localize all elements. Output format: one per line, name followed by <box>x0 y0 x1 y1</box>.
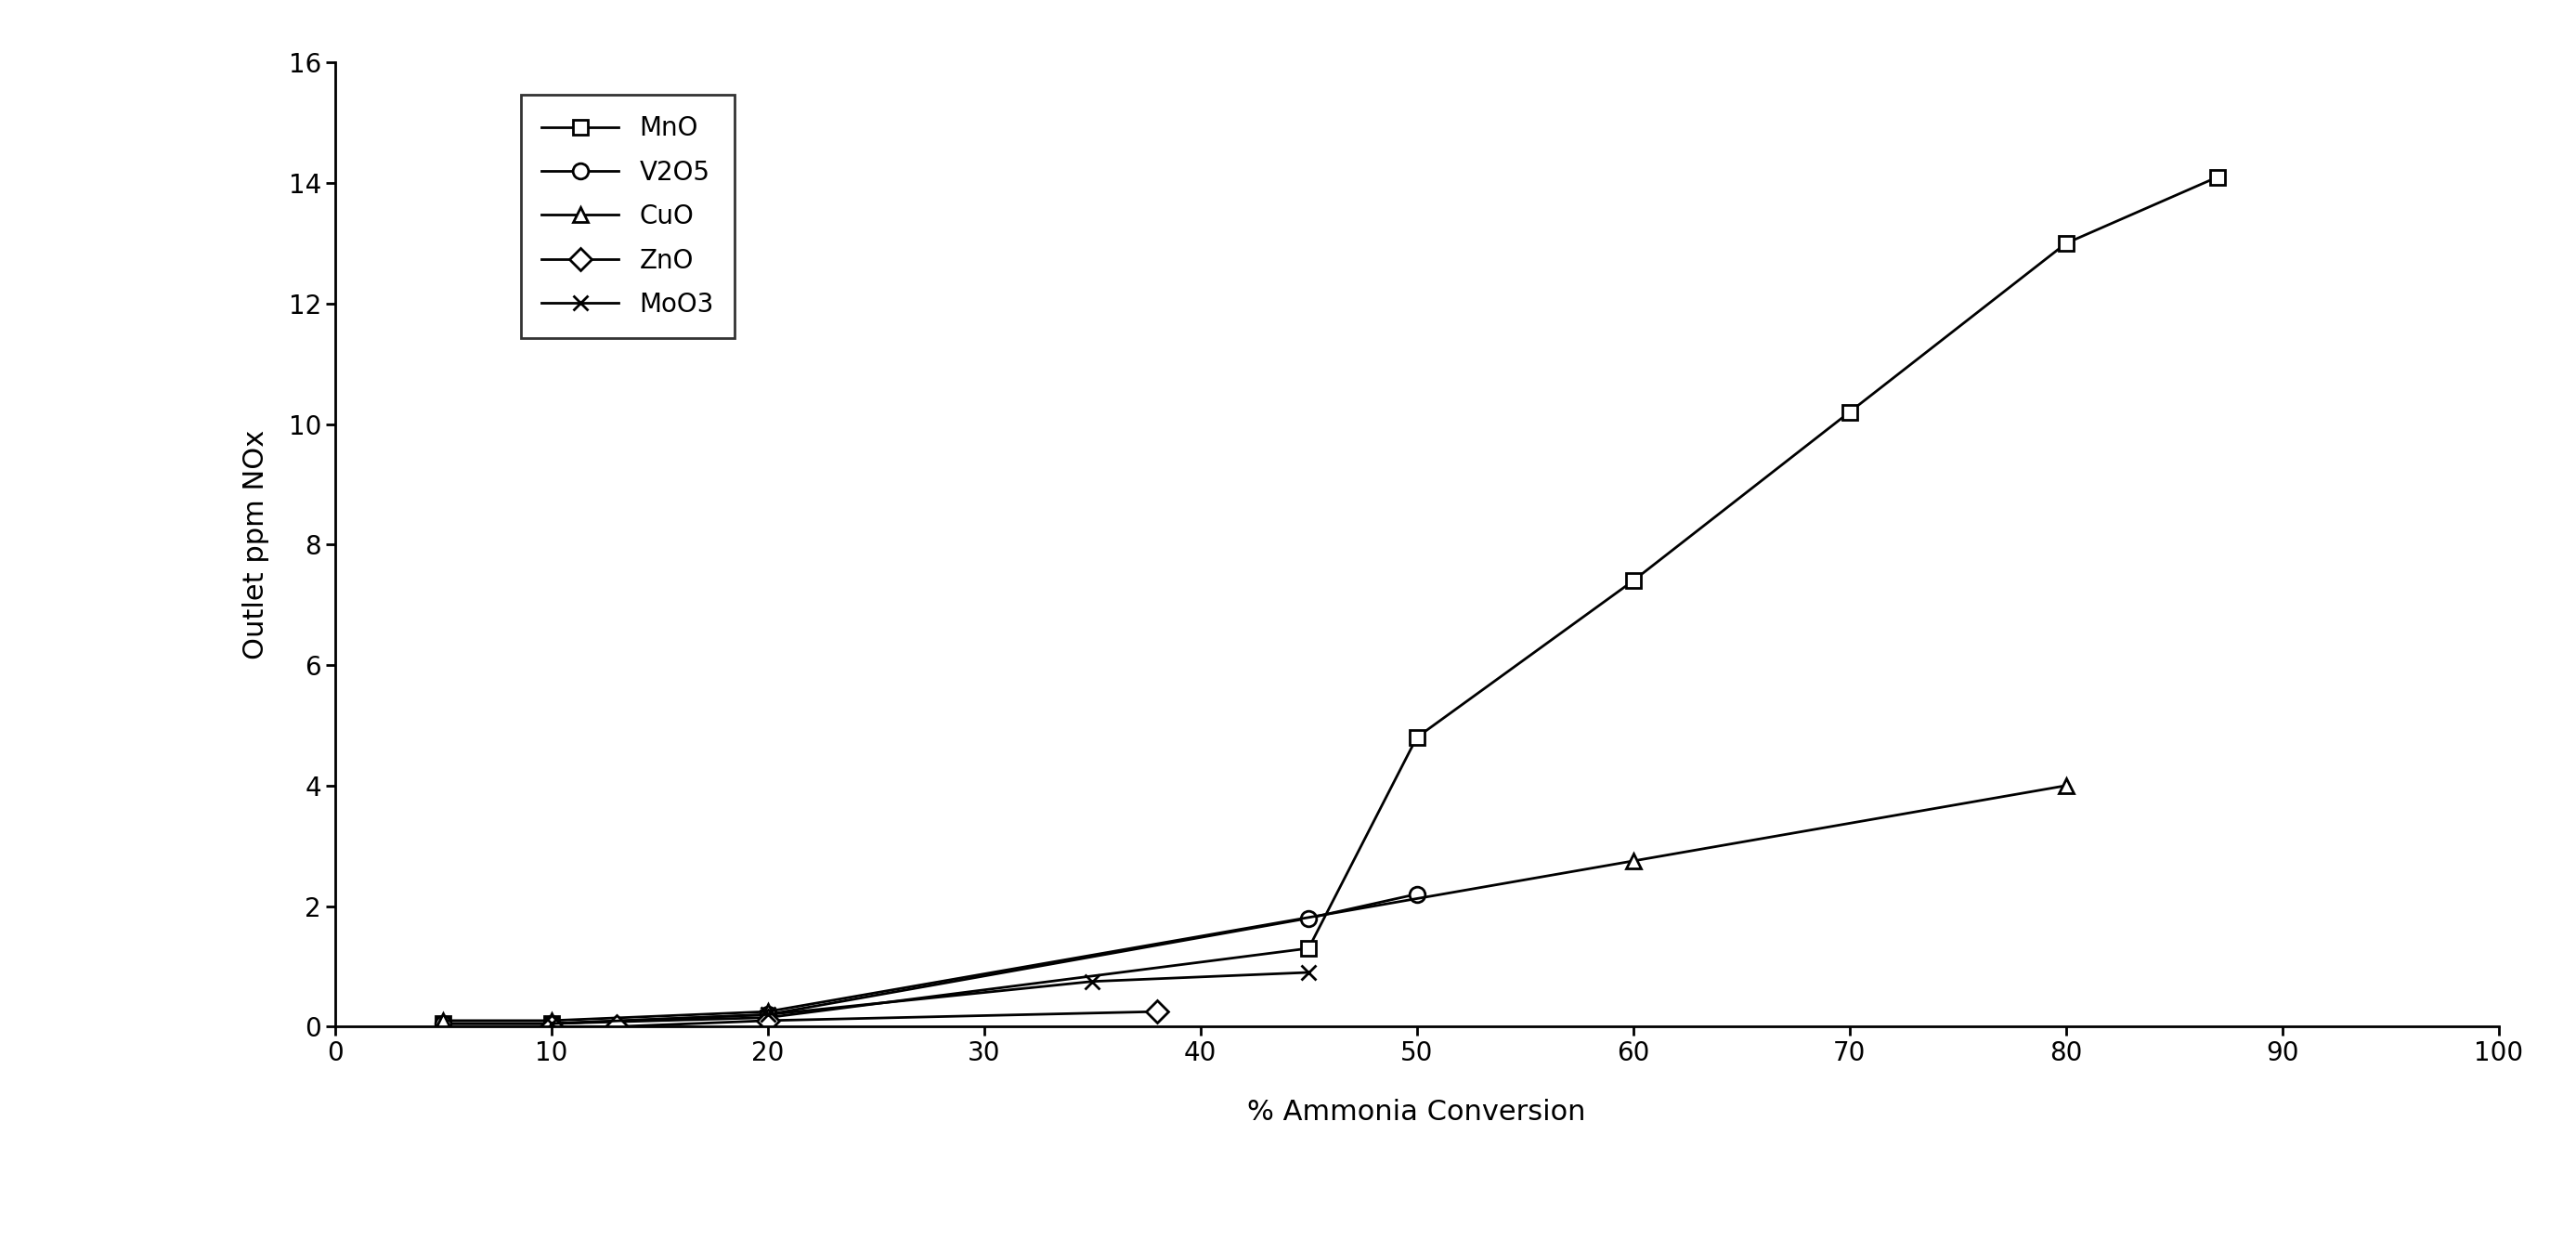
MoO3 <box>1077 974 1108 989</box>
MnO <box>1293 940 1324 955</box>
MnO <box>752 1010 783 1025</box>
CuO <box>752 1004 783 1019</box>
Line: V2O5: V2O5 <box>435 886 1425 1032</box>
MoO3 <box>536 1017 567 1032</box>
MnO <box>2050 235 2081 250</box>
Y-axis label: Outlet ppm NOx: Outlet ppm NOx <box>242 429 268 660</box>
ZnO <box>600 1019 631 1034</box>
ZnO <box>752 1013 783 1028</box>
X-axis label: % Ammonia Conversion: % Ammonia Conversion <box>1247 1098 1587 1126</box>
MnO <box>428 1017 459 1032</box>
CuO <box>1618 854 1649 869</box>
MnO <box>536 1017 567 1032</box>
Line: MoO3: MoO3 <box>544 965 1316 1032</box>
Legend: MnO, V2O5, CuO, ZnO, MoO3: MnO, V2O5, CuO, ZnO, MoO3 <box>520 95 734 338</box>
MnO <box>2202 169 2233 184</box>
V2O5 <box>428 1017 459 1032</box>
V2O5 <box>536 1017 567 1032</box>
ZnO <box>536 1019 567 1034</box>
V2O5 <box>1293 910 1324 925</box>
MoO3 <box>752 1007 783 1022</box>
V2O5 <box>752 1007 783 1022</box>
ZnO <box>1141 1004 1172 1019</box>
MnO <box>1401 730 1432 745</box>
CuO <box>536 1013 567 1028</box>
MoO3 <box>1293 965 1324 980</box>
Line: MnO: MnO <box>435 169 2226 1032</box>
MnO <box>1618 573 1649 588</box>
MnO <box>1834 404 1865 419</box>
V2O5 <box>1401 886 1432 901</box>
CuO <box>2050 779 2081 794</box>
Line: CuO: CuO <box>435 777 2074 1028</box>
CuO <box>428 1013 459 1028</box>
Line: ZnO: ZnO <box>544 1004 1164 1034</box>
